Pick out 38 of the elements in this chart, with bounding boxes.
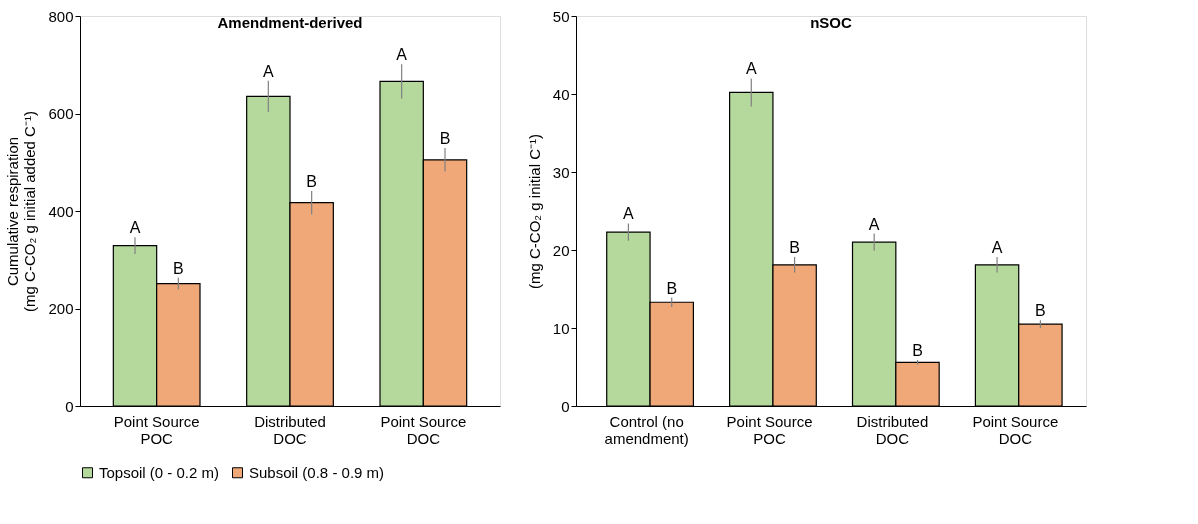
y-axis-title: Cumulative respiration (mg C-CO₂ g initial added C⁻¹) [4,111,39,312]
data-label: B [306,173,317,191]
data-label: A [745,60,757,78]
data-label: A [991,239,1003,257]
y-tick-label: 0 [561,397,570,415]
y-tick-label: 400 [48,202,74,220]
data-label: A [129,219,141,237]
x-tick-label: Point Source DOC [972,412,1059,447]
y-tick-label: 800 [48,7,74,25]
y-tick-label: 20 [552,241,570,259]
data-label: B [912,341,923,359]
legend-label: Topsoil (0 - 0.2 m) [99,463,220,481]
chart-title: Amendment-derived [217,14,363,31]
x-tick-label: Control (no amendment) [604,412,689,447]
y-tick-label: 50 [552,7,570,25]
y-tick-label: 30 [552,163,570,181]
x-tick-label: Distributed DOC [254,412,326,447]
data-label: A [623,205,635,223]
y-tick-label: 0 [65,397,74,415]
data-label: B [439,130,451,148]
y-axis-title: (mg C-CO₂ g initial C⁻¹) [525,134,543,289]
data-label: B [1035,302,1046,320]
data-label: A [396,46,408,64]
legend-label: Subsoil (0.8 - 0.9 m) [249,463,385,481]
data-label: A [263,62,274,80]
y-tick-label: 600 [48,105,74,122]
chart-title: nSOC [810,14,852,31]
x-tick-label: Point Source DOC [380,412,467,447]
x-tick-label: Point Source POC [113,412,200,447]
x-tick-label: Point Source POC [726,412,813,447]
y-tick-label: 40 [552,85,570,103]
data-label: B [173,259,184,277]
x-tick-label: Distributed DOC [856,412,929,447]
data-label: A [868,215,880,233]
data-label: B [666,279,678,297]
y-tick-label: 10 [552,319,570,337]
data-label: B [789,239,800,257]
y-tick-label: 200 [48,300,74,317]
